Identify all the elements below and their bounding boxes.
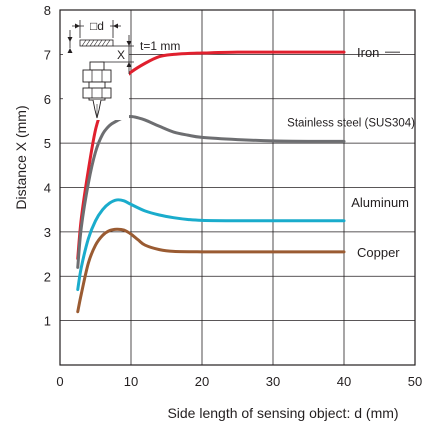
x-tick-label: 10 [124,374,138,389]
tick-labels: 0 10 20 30 40 50 1 2 3 4 5 6 7 8 Side length of sensin… [13,3,422,421]
sensor-nut-lower [82,87,112,99]
plot-frame [59,9,416,366]
x-tick-label: 0 [56,374,63,389]
series-line-stainless-steel-sus304 [76,114,346,269]
y-tick-label: 7 [44,47,51,62]
d-label-box [84,19,110,33]
axis-frame [59,9,416,366]
y-tick-label: 1 [44,314,51,329]
series-lines [76,50,346,314]
d-label: □d [90,19,104,33]
series-line-copper [76,227,346,314]
sensor-nut [82,69,112,83]
series-line-aluminum [76,198,346,292]
t-label: t=1 mm [140,39,180,53]
target-plate-hatch [81,39,111,47]
y-tick-label: 4 [44,181,51,196]
x-arrow-top [126,41,132,46]
sensor-head [89,61,105,71]
x-label: X [117,48,125,62]
y-tick-label: 8 [44,3,51,18]
grid-lines [60,10,415,365]
series-label-aluminum: Aluminum [351,195,409,210]
y-axis-title: Distance X (mm) [13,105,29,209]
t-arrow-down [67,37,73,42]
y-tick-label: 6 [44,92,51,107]
x-tick-label: 40 [337,374,351,389]
y-tick-label: 3 [44,225,51,240]
series-label-stainless-steel-sus304: Stainless steel (SUS304) [287,117,415,129]
y-tick-label: 5 [44,136,51,151]
series-line-iron [76,50,346,260]
x-tick-label: 50 [408,374,422,389]
series-label-iron: Iron [357,45,379,60]
x-axis-title: Side length of sensing object: d (mm) [167,405,398,421]
y-tick-label: 2 [44,269,51,284]
d-arrow-right [113,23,118,29]
sensor-schematic-diagram: □d X t=1 mm [63,12,180,120]
series-label-copper: Copper [357,245,400,260]
x-tick-label: 30 [266,374,280,389]
d-arrow-left [75,23,80,29]
series-labels: Iron Stainless steel (SUS304) Aluminum Copp… [287,45,415,260]
x-arrow-bottom [126,62,132,67]
x-tick-label: 20 [195,374,209,389]
target-plate [79,39,114,47]
t-arrow-up [67,48,73,53]
